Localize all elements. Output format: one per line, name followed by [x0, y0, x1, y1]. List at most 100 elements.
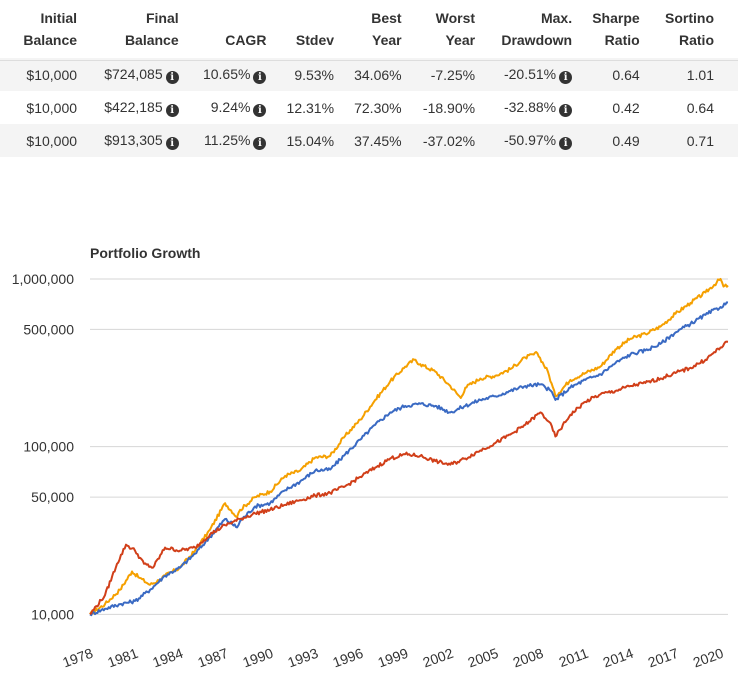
- cell-cagr: 9.24% i: [185, 91, 273, 124]
- x-tick-label: 1990: [240, 645, 275, 671]
- column-header-line2: Ratio: [604, 32, 640, 48]
- info-circle-icon[interactable]: i: [253, 136, 267, 150]
- cell-final: $422,185 i: [83, 91, 185, 124]
- cell-best: 34.06%: [340, 58, 408, 91]
- cell-final: $724,085 i: [83, 58, 185, 91]
- info-circle-icon[interactable]: i: [253, 103, 267, 117]
- x-tick-label: 1987: [195, 645, 230, 671]
- column-header-line2: Stdev: [295, 32, 335, 48]
- cell-sharpe: 0.49: [578, 124, 646, 157]
- cell-value: -32.88%: [503, 98, 557, 115]
- cell-sharpe: 0.42: [578, 91, 646, 124]
- cell-value: 0.64: [686, 99, 714, 116]
- column-header-line2: CAGR: [225, 32, 267, 48]
- cell-stdev: 15.04%: [272, 124, 340, 157]
- column-header-line1: Max.: [540, 10, 573, 26]
- x-tick-label: 2005: [466, 645, 501, 671]
- cell-value: $724,085: [104, 65, 163, 82]
- column-header-line2: Ratio: [679, 32, 714, 48]
- info-circle-icon[interactable]: i: [559, 103, 573, 117]
- cell-sortino: 0.64: [646, 91, 738, 124]
- cell-cagr: 11.25% i: [185, 124, 273, 157]
- column-header-cagr: CAGR: [185, 0, 273, 58]
- portfolio-growth-chart: Portfolio Growth 10,000 50,000 100,000 500,…: [12, 245, 729, 671]
- cell-value: 0.71: [686, 132, 714, 149]
- series-lines: [89, 277, 729, 617]
- x-tick-label: 2011: [557, 645, 591, 670]
- column-header-line2: Balance: [23, 32, 78, 48]
- column-header-line1: Sortino: [665, 10, 714, 26]
- table-row: $10,000 $724,085 i 10.65% i 9.53% 34.06% -7.25%…: [0, 58, 738, 91]
- table-header-row: Initial Balance Final Balance CAGR Stdev Best Y…: [0, 0, 738, 58]
- x-tick-label: 2014: [601, 645, 636, 671]
- y-tick-label: 100,000: [23, 439, 74, 455]
- cell-final: $913,305 i: [83, 124, 185, 157]
- cell-initial: $10,000: [0, 58, 83, 91]
- column-header-sortino: Sortino Ratio: [646, 0, 738, 58]
- cell-value: 1.01: [686, 66, 714, 83]
- x-tick-label: 1984: [150, 645, 185, 671]
- column-header-final: Final Balance: [83, 0, 185, 58]
- cell-worst: -37.02%: [408, 124, 481, 157]
- y-tick-label: 1,000,000: [12, 271, 74, 287]
- cell-value: $913,305: [104, 131, 163, 148]
- cell-drawdown: -20.51% i: [481, 58, 578, 91]
- x-tick-label: 2008: [511, 645, 546, 671]
- cell-value: $10,000: [26, 99, 78, 116]
- cell-sortino: 0.71: [646, 124, 738, 157]
- x-tick-label: 2002: [421, 645, 456, 671]
- cell-value: 11.25%: [203, 131, 251, 148]
- cell-stdev: 12.31%: [272, 91, 340, 124]
- column-header-line1: Final: [145, 10, 179, 26]
- cell-sharpe: 0.64: [578, 58, 646, 91]
- x-tick-label: 1999: [376, 645, 411, 671]
- column-header-initial: Initial Balance: [0, 0, 83, 58]
- y-tick-label: 50,000: [31, 489, 74, 505]
- cell-cagr: 10.65% i: [185, 58, 273, 91]
- info-circle-icon[interactable]: i: [165, 70, 179, 84]
- info-circle-icon[interactable]: i: [253, 70, 267, 84]
- cell-stdev: 9.53%: [272, 58, 340, 91]
- cell-value: -7.25%: [430, 66, 476, 83]
- cell-value: 15.04%: [286, 132, 335, 149]
- cell-initial: $10,000: [0, 91, 83, 124]
- cell-value: -50.97%: [503, 131, 557, 148]
- gridlines: [90, 278, 728, 615]
- cell-best: 37.45%: [340, 124, 408, 157]
- y-tick-label: 10,000: [31, 606, 74, 622]
- x-tick-label: 1993: [285, 645, 320, 671]
- x-tick-label: 2017: [646, 645, 681, 671]
- column-header-line2: Year: [372, 32, 402, 48]
- cell-worst: -7.25%: [408, 58, 481, 91]
- info-circle-icon[interactable]: i: [559, 136, 573, 150]
- column-header-line2: Year: [445, 32, 476, 48]
- cell-value: -20.51%: [503, 65, 557, 82]
- column-header-drawdown: Max. Drawdown: [481, 0, 578, 58]
- column-header-best: Best Year: [340, 0, 408, 58]
- cell-value: 0.49: [612, 132, 640, 149]
- cell-value: -18.90%: [422, 99, 476, 116]
- cell-drawdown: -50.97% i: [481, 124, 578, 157]
- x-tick-label: 1978: [60, 645, 95, 671]
- cell-value: $422,185: [104, 98, 163, 115]
- header-divider: [0, 60, 738, 61]
- info-circle-icon[interactable]: i: [165, 103, 179, 117]
- chart-title: Portfolio Growth: [90, 245, 200, 261]
- statistics-table: Initial Balance Final Balance CAGR Stdev Best Y…: [0, 0, 738, 157]
- series-line-3: [89, 340, 729, 616]
- column-header-line1: Best: [371, 10, 402, 26]
- column-header-line2: Drawdown: [501, 32, 573, 48]
- y-tick-label: 500,000: [23, 321, 74, 337]
- cell-worst: -18.90%: [408, 91, 481, 124]
- cell-value: -37.02%: [422, 132, 476, 149]
- info-circle-icon[interactable]: i: [559, 70, 573, 84]
- cell-value: $10,000: [26, 132, 78, 149]
- column-header-line1: Initial: [40, 10, 78, 26]
- x-tick-label: 1981: [105, 645, 140, 671]
- info-circle-icon[interactable]: i: [165, 136, 179, 150]
- cell-initial: $10,000: [0, 124, 83, 157]
- cell-sortino: 1.01: [646, 58, 738, 91]
- series-line-2: [89, 301, 729, 617]
- cell-drawdown: -32.88% i: [481, 91, 578, 124]
- table-row: $10,000 $422,185 i 9.24% i 12.31% 72.30% -18.90…: [0, 91, 738, 124]
